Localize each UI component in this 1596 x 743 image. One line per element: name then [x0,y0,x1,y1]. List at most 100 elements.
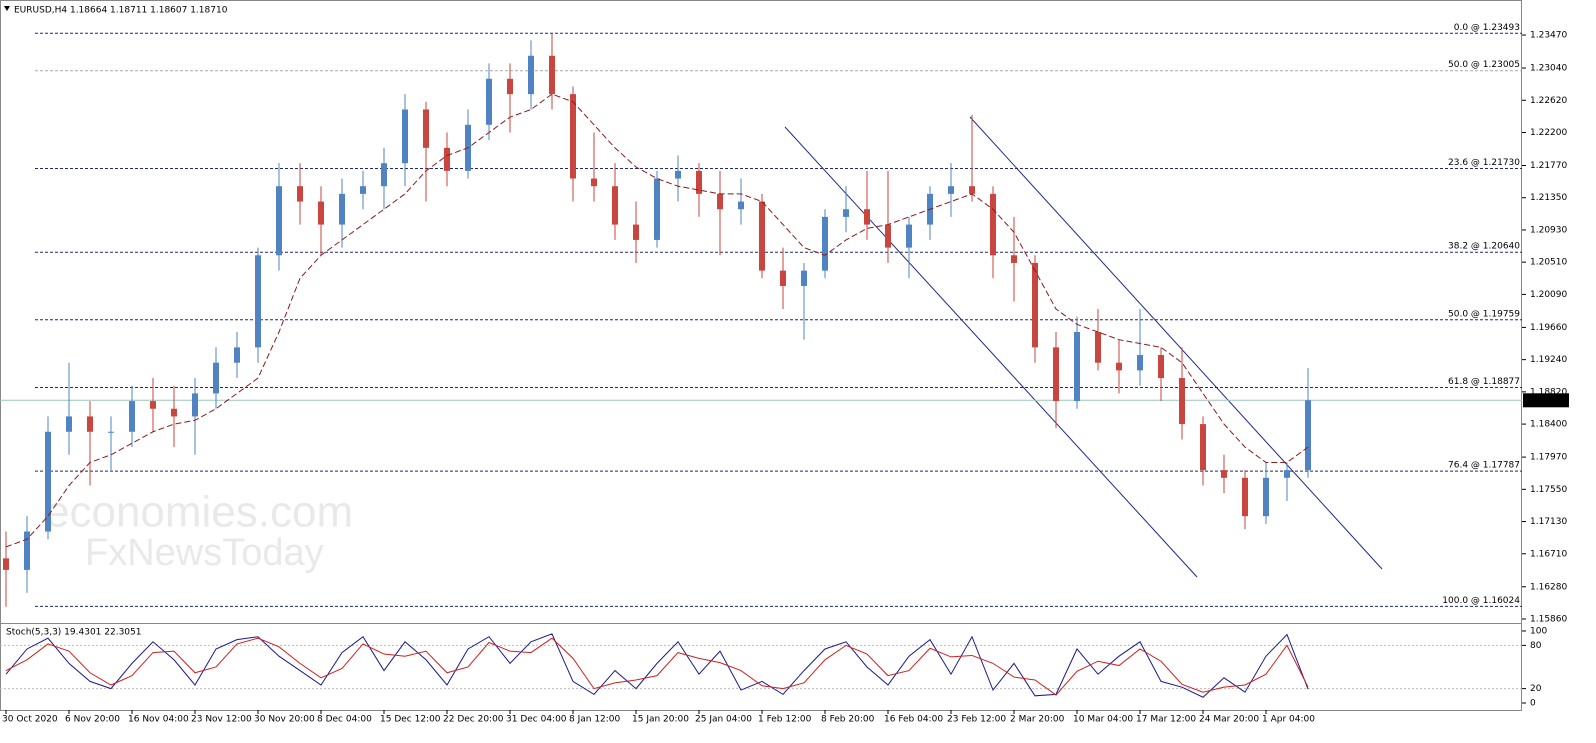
fib-label: 23.6 @ 1.21730 [1448,158,1520,168]
candle-body [297,186,303,202]
x-tick-label: 30 Nov 20:00 [254,715,315,725]
candle-body [360,186,366,194]
candle-body [612,186,618,225]
candle-body [1053,347,1059,402]
candle-body [528,55,534,95]
y-tick-label: 1.21350 [1530,193,1567,203]
candle-body [633,224,639,240]
candle-body [738,201,744,210]
header: EURUSD,H4 1.18664 1.18711 1.18607 1.1871… [14,6,228,16]
y-tick-label: 80 [1530,641,1542,651]
candle-body [1263,477,1269,517]
x-tick-label: 23 Feb 12:00 [947,715,1006,725]
candle-body [339,193,345,225]
x-tick-label: 22 Dec 20:00 [443,715,504,725]
x-tick-label: 1 Apr 04:00 [1262,715,1315,725]
candle-body [150,401,156,409]
candle-body [87,416,93,432]
fib-label: 76.4 @ 1.17787 [1448,461,1520,471]
current-price-label: 1.18710 [1527,396,1564,406]
indicator-line [5,633,1309,698]
x-tick-label: 2 Mar 20:00 [1010,715,1065,725]
x-tick-label: 8 Feb 20:00 [821,715,875,725]
y-tick-label: 1.16710 [1530,549,1567,559]
candle-body [1011,255,1017,263]
candle-body [1284,470,1290,478]
candle-body [486,78,492,125]
candle-body [759,201,765,271]
plot-frame [0,0,1522,711]
channel-line [784,126,1198,578]
candle-body [276,186,282,256]
candle-body [381,163,387,187]
y-tick-label: 1.19240 [1530,355,1567,365]
candle-body [675,170,681,179]
indicator-line [5,637,1309,696]
x-tick-label: 30 Oct 2020 [2,715,58,725]
y-tick-label: 1.22620 [1530,96,1567,106]
candle-body [843,209,849,217]
y-tick-label: 1.22200 [1530,128,1567,138]
y-tick-label: 1.18400 [1530,420,1567,430]
x-tick-label: 6 Nov 20:00 [65,715,120,725]
watermark: economies.com [45,488,353,537]
candle-body [507,78,513,95]
x-tick-label: 15 Jan 20:00 [632,715,689,725]
y-tick-label: 1.17970 [1530,453,1567,463]
candle-body [24,531,30,570]
y-tick-label: 1.23040 [1530,64,1567,74]
candle-body [318,201,324,225]
candle-body [1305,400,1311,471]
x-tick-label: 31 Dec 04:00 [506,715,567,725]
x-tick-label: 1 Feb 12:00 [758,715,812,725]
y-tick-label: 1.18820 [1530,387,1567,397]
candle-body [822,216,828,271]
candle-body [654,178,660,240]
candle-body [906,224,912,248]
candle-body [549,55,555,95]
menu-arrow[interactable] [4,6,10,11]
candle-body [696,170,702,194]
x-tick-label: 17 Mar 12:00 [1136,715,1196,725]
y-tick-label: 1.15860 [1530,615,1567,625]
candle-body [234,347,240,363]
fib-label: 50.0 @ 1.23005 [1448,60,1520,70]
y-tick-label: 1.19660 [1530,323,1567,333]
fib-label: 50.0 @ 1.19759 [1448,309,1520,319]
candle-body [66,416,72,432]
x-tick-label: 8 Jan 12:00 [569,715,621,725]
candle-body [1221,470,1227,478]
y-tick-label: 1.23470 [1530,31,1567,41]
candle-body [990,193,996,256]
candle-body [1095,332,1101,363]
indicator-title: Stoch(5,3,3) 19.4301 22.3051 [6,628,141,638]
candle-body [1074,332,1080,402]
y-tick-label: 100 [1530,626,1547,636]
channel-line [969,116,1383,570]
candle-body [1158,355,1164,379]
y-tick-label: 1.20090 [1530,290,1567,300]
y-tick-label: 0 [1530,699,1536,709]
candle-body [171,408,177,417]
x-tick-label: 8 Dec 04:00 [317,715,372,725]
x-tick-label: 24 Mar 20:00 [1199,715,1259,725]
candle-body [969,186,975,194]
fib-label: 61.8 @ 1.18877 [1448,377,1520,387]
candle-body [570,94,576,179]
y-tick-label: 20 [1530,684,1542,694]
candle-body [864,209,870,225]
candle-body [192,393,198,417]
y-tick-label: 1.17130 [1530,517,1567,527]
candle-body [1137,355,1143,371]
candle-body [423,109,429,148]
y-tick-label: 1.20510 [1530,258,1567,268]
x-tick-label: 15 Dec 12:00 [380,715,441,725]
fib-label: 100.0 @ 1.16024 [1442,596,1520,606]
candle-body [444,147,450,171]
x-tick-label: 10 Mar 04:00 [1073,715,1133,725]
candle-body [591,178,597,187]
candle-body [108,431,114,433]
candle-body [717,193,723,210]
candle-body [45,431,51,532]
